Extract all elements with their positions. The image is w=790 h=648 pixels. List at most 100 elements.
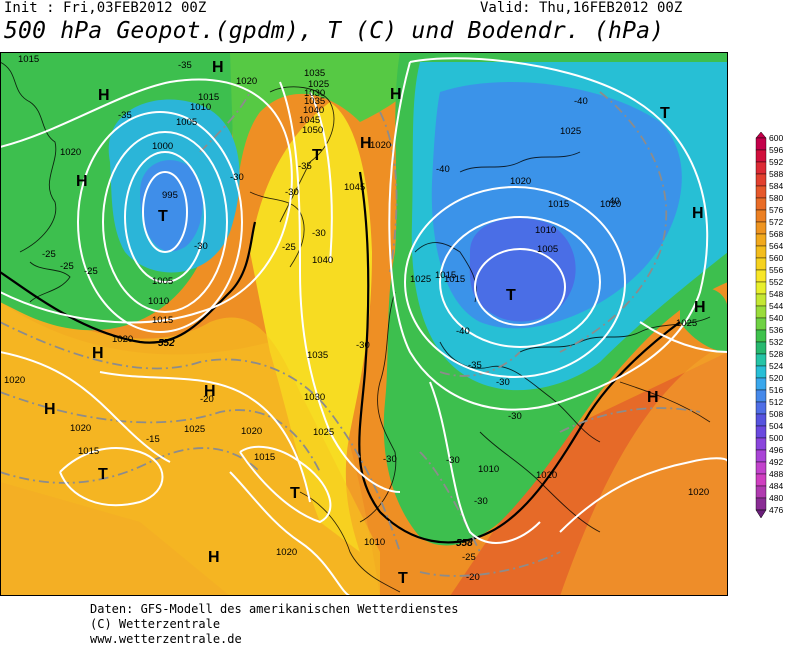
colorbar-label: 592 [769, 157, 783, 167]
colorbar-label: 496 [769, 445, 783, 455]
colorbar-arrow-top [755, 132, 767, 139]
colorbar-label: 564 [769, 241, 783, 251]
footer-website[interactable]: www.wetterzentrale.de [90, 632, 242, 646]
geopot-label: 558 [456, 538, 473, 549]
pressure-label: 1015 [78, 446, 99, 457]
temperature-label: -35 [118, 110, 132, 121]
temperature-label: -30 [496, 377, 510, 388]
pressure-label: 1045 [344, 182, 365, 193]
pressure-label: 1020 [60, 147, 81, 158]
isobars [0, 57, 728, 596]
high-marker: H [204, 383, 216, 400]
pressure-label: 1010 [190, 102, 211, 113]
pressure-label: 1025 [676, 318, 697, 329]
pressure-label: 1020 [370, 140, 391, 151]
pressure-label: 1020 [236, 76, 257, 87]
colorbar-swatch [755, 305, 767, 319]
colorbar-label: 520 [769, 373, 783, 383]
footer-source: Daten: GFS-Modell des amerikanischen Wet… [90, 602, 459, 616]
colorbar-swatch [755, 269, 767, 283]
high-marker: H [390, 86, 402, 103]
colorbar-swatch [755, 317, 767, 331]
colorbar-swatch [755, 461, 767, 475]
temperature-label: -30 [312, 228, 326, 239]
colorbar-label: 560 [769, 253, 783, 263]
pressure-label: 1030 [304, 88, 325, 99]
pressure-label: 1015 [254, 452, 275, 463]
pressure-label: 1005 [176, 117, 197, 128]
colorbar-swatch [755, 233, 767, 247]
pressure-label: 1040 [312, 255, 333, 266]
temperature-label: -15 [146, 434, 160, 445]
colorbar-label: 528 [769, 349, 783, 359]
pressure-label: 1020 [70, 423, 91, 434]
colorbar-swatch [755, 341, 767, 355]
colorbar-swatch [755, 245, 767, 259]
pressure-label: 1025 [560, 126, 581, 137]
colorbar-swatch [755, 473, 767, 487]
pressure-label: 1050 [302, 125, 323, 136]
low-marker: T [312, 147, 322, 164]
colorbar-label: 580 [769, 193, 783, 203]
temperature-label: -25 [84, 266, 98, 277]
pressure-label: 1005 [537, 244, 558, 255]
colorbar-label: 492 [769, 457, 783, 467]
colorbar-swatch [755, 221, 767, 235]
colorbar-swatch [755, 425, 767, 439]
temperature-label: -30 [194, 241, 208, 252]
colorbar-swatch [755, 449, 767, 463]
pressure-label: 1000 [152, 141, 173, 152]
colorbar-swatch [755, 281, 767, 295]
colorbar-label: 488 [769, 469, 783, 479]
temperature-label: -25 [42, 249, 56, 260]
temperature-label: -40 [574, 96, 588, 107]
colorbar-label: 556 [769, 265, 783, 275]
map-title: 500 hPa Geopot.(gpdm), T (C) und Bodendr… [4, 18, 665, 44]
colorbar-swatch [755, 389, 767, 403]
high-marker: H [694, 299, 706, 316]
valid-time: Valid: Thu,16FEB2012 00Z [480, 0, 683, 16]
colorbar-label: 512 [769, 397, 783, 407]
colorbar-swatch [755, 485, 767, 499]
high-marker: H [44, 401, 56, 418]
temperature-label: -20 [200, 394, 214, 405]
colorbar-swatch [755, 329, 767, 343]
pressure-label: 1025 [184, 424, 205, 435]
colorbar-label: 568 [769, 229, 783, 239]
geopot-558-line [358, 171, 681, 544]
high-marker: H [647, 389, 659, 406]
high-marker: H [360, 135, 372, 152]
pressure-label: 995 [162, 190, 178, 201]
pressure-label: 1025 [308, 79, 329, 90]
temperature-labels: -35 -35 -30 -30 -25 -25 -30 -35 -30 -30 … [42, 60, 620, 583]
colorbar-swatch [755, 209, 767, 223]
pressure-label: 1020 [510, 176, 531, 187]
low-marker: T [158, 208, 168, 225]
colorbar-swatch [755, 437, 767, 451]
pressure-label: 1010 [364, 537, 385, 548]
colorbar-label: 548 [769, 289, 783, 299]
colorbar-swatch [755, 137, 767, 151]
temperature-label: -40 [456, 326, 470, 337]
colorbar-label: 500 [769, 433, 783, 443]
colorbar-label: 516 [769, 385, 783, 395]
colorbar-label: 536 [769, 325, 783, 335]
high-marker: H [692, 205, 704, 222]
field-blue-west-core [140, 160, 203, 252]
low-marker: T [506, 287, 516, 304]
colorbar-label: 504 [769, 421, 783, 431]
colorbar-legend: 600 596 592 588 584 580 576 572 568 564 560 556 552 5… [755, 132, 783, 519]
colorbar-swatch [755, 497, 767, 511]
temperature-label: -30 [446, 455, 460, 466]
temperature-label: -35 [298, 161, 312, 172]
pressure-label: 1015 [198, 92, 219, 103]
colorbar-label: 540 [769, 313, 783, 323]
colorbar-label: 552 [769, 277, 783, 287]
weather-map: 1015 1020 1015 1010 1005 1000 995 1005 1… [0, 52, 728, 596]
pressure-label: 1020 [688, 487, 709, 498]
colorbar-label: 476 [769, 505, 783, 515]
pressure-label: 1035 [304, 68, 325, 79]
temperature-label: -25 [462, 552, 476, 563]
high-marker: H [208, 549, 220, 566]
temperature-label: -25 [60, 261, 74, 272]
